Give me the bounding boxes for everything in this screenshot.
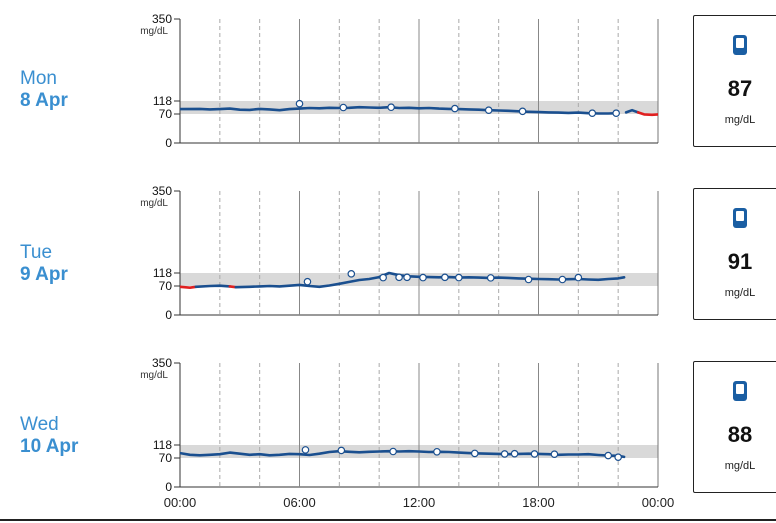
scan-point-marker xyxy=(347,270,356,278)
y-tick-label: 350 xyxy=(152,12,172,26)
y-tick-label: 118 xyxy=(153,266,172,280)
y-unit-label: mg/dL xyxy=(140,26,168,37)
y-tick-label: 350 xyxy=(152,356,172,370)
x-tick-label: 06:00 xyxy=(283,495,316,510)
phone-meter-icon xyxy=(733,35,747,55)
x-tick-label: 12:00 xyxy=(403,495,436,510)
day-label-wed: Wed 10 Apr xyxy=(20,414,78,458)
scan-point-marker xyxy=(337,446,346,455)
phone-meter-icon xyxy=(733,381,747,401)
scan-point-marker xyxy=(574,273,583,282)
reading-unit: mg/dL xyxy=(724,287,756,299)
glucose-trace xyxy=(624,108,640,114)
day-date: 9 Apr xyxy=(20,264,68,285)
glucose-trace-low xyxy=(636,111,658,117)
scan-point-marker xyxy=(518,107,527,116)
reading-card-tue[interactable]: 91 mg/dL xyxy=(693,188,776,320)
scan-point-marker xyxy=(484,106,493,115)
scan-point-marker xyxy=(588,109,597,117)
x-tick-label: 18:00 xyxy=(522,495,555,510)
scan-point-marker xyxy=(389,447,397,456)
glucose-trace xyxy=(194,284,232,289)
scan-point-marker xyxy=(455,273,463,282)
x-tick-label: 00:00 xyxy=(642,495,675,510)
reading-card-mon[interactable]: 87 mg/dL xyxy=(693,15,776,147)
reading-unit: mg/dL xyxy=(724,460,756,472)
day-label-tue: Tue 9 Apr xyxy=(20,242,68,286)
scan-point-marker xyxy=(530,450,539,458)
scan-point-marker xyxy=(379,273,387,282)
phone-meter-icon xyxy=(733,208,747,228)
y-tick-label: 0 xyxy=(165,480,172,494)
page-bottom-rule xyxy=(0,519,776,521)
y-tick-label: 350 xyxy=(152,184,172,198)
scan-point-marker xyxy=(612,109,620,117)
scan-point-marker xyxy=(604,451,613,460)
scan-point-marker xyxy=(395,273,403,282)
scan-point-marker xyxy=(303,277,312,286)
scan-point-marker xyxy=(295,99,304,108)
y-unit-label: mg/dL xyxy=(140,370,168,381)
scan-point-marker xyxy=(339,103,348,112)
day-name: Wed xyxy=(20,414,59,435)
y-tick-label: 70 xyxy=(159,451,173,465)
y-tick-label: 70 xyxy=(159,279,173,293)
glucose-trace xyxy=(180,105,620,115)
x-tick-label: 00:00 xyxy=(164,495,197,510)
reading-value: 88 xyxy=(727,422,753,447)
scan-point-marker xyxy=(301,446,310,454)
y-tick-label: 118 xyxy=(153,94,172,108)
y-tick-label: 70 xyxy=(159,107,173,121)
scan-point-marker xyxy=(558,275,567,284)
scan-point-marker xyxy=(433,447,441,456)
reading-unit: mg/dL xyxy=(724,114,756,126)
reading-value: 91 xyxy=(727,249,753,274)
scan-point-marker xyxy=(550,450,559,459)
scan-point-marker xyxy=(486,274,495,282)
scan-point-marker xyxy=(419,273,427,282)
scan-point-marker xyxy=(510,449,519,458)
day-date: 10 Apr xyxy=(20,436,79,457)
scan-point-marker xyxy=(614,453,622,461)
y-tick-label: 0 xyxy=(165,136,172,150)
day-date: 8 Apr xyxy=(20,90,68,111)
reading-card-wed[interactable]: 88 mg/dL xyxy=(693,361,776,493)
y-tick-label: 0 xyxy=(165,308,172,322)
scan-point-marker xyxy=(441,273,449,282)
scan-point-marker xyxy=(451,104,459,113)
day-name: Mon xyxy=(20,68,57,89)
y-tick-label: 118 xyxy=(153,438,172,452)
scan-point-marker xyxy=(500,450,509,458)
day-label-mon: Mon 8 Apr xyxy=(20,68,68,112)
reading-value: 87 xyxy=(727,76,753,101)
day-name: Tue xyxy=(20,242,53,263)
scan-point-marker xyxy=(403,273,411,282)
y-unit-label: mg/dL xyxy=(140,198,168,209)
glucose-trace-low xyxy=(180,285,198,289)
scan-point-marker xyxy=(387,103,395,112)
scan-point-marker xyxy=(524,275,533,284)
scan-point-marker xyxy=(470,449,479,458)
